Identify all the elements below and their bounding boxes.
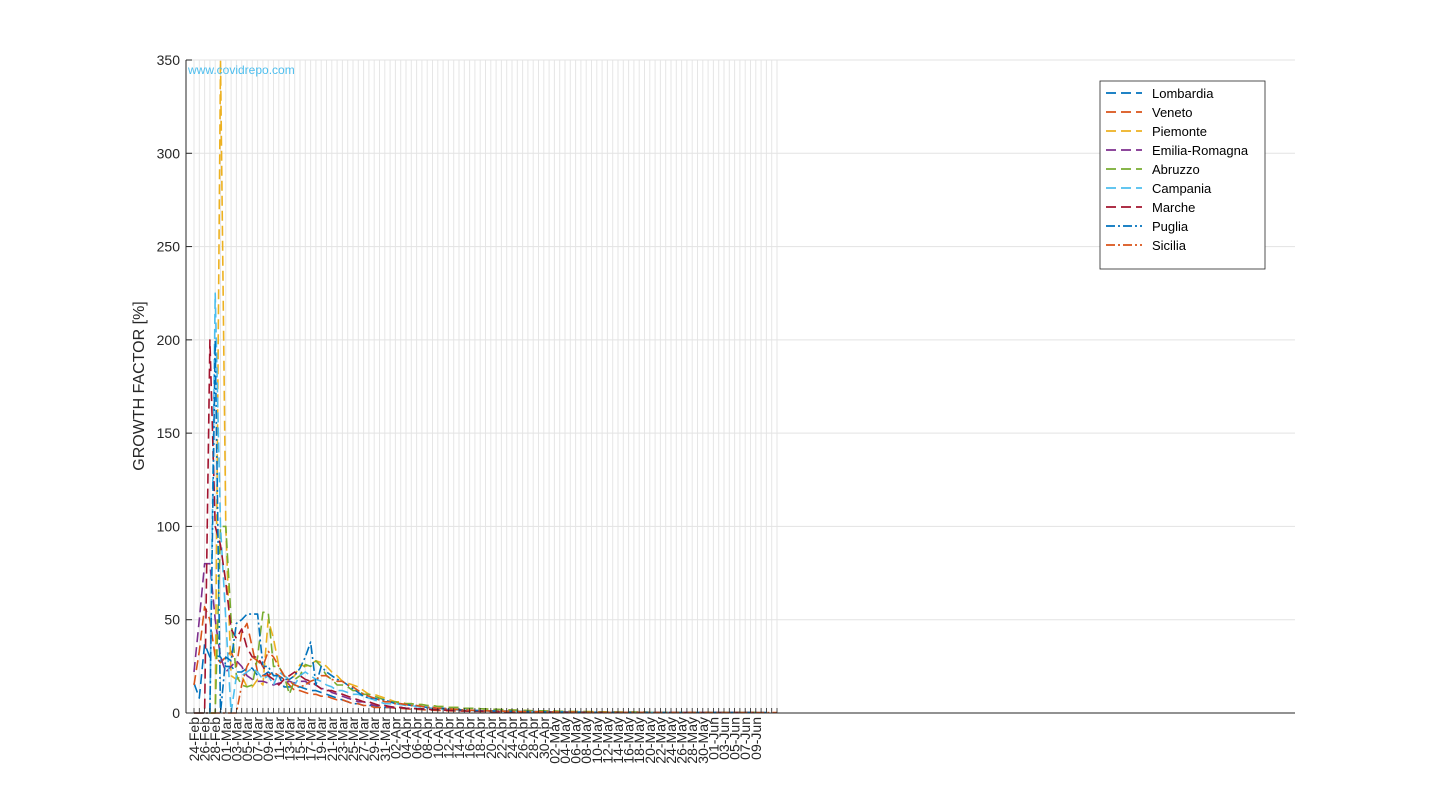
x-tick-label: 05-Jun [727,717,743,760]
x-tick-label: 28-Feb [207,717,223,762]
x-tick-label: 25-Mar [345,717,361,762]
axes: 05010015020025030035024-Feb26-Feb28-Feb0… [157,52,1295,764]
y-axis-title: GROWTH FACTOR [%] [131,301,148,470]
x-tick-label: 08-May [578,717,594,764]
x-tick-label: 14-May [610,717,626,764]
x-tick-label: 03-Mar [228,717,244,762]
legend-label: Veneto [1152,105,1193,120]
x-tick-label: 29-Mar [366,717,382,762]
x-tick-label: 19-Mar [313,717,329,762]
x-tick-label: 02-May [546,717,562,764]
legend-label: Lombardia [1152,86,1214,101]
x-tick-label: 30-May [695,717,711,764]
x-tick-label: 06-Apr [409,717,425,759]
y-tick-label: 200 [157,332,181,348]
y-tick-label: 300 [157,145,181,161]
x-tick-label: 31-Mar [377,717,393,762]
grid [186,59,1295,714]
x-tick-label: 08-Apr [419,717,435,759]
x-tick-label: 01-Jun [705,717,721,760]
x-tick-label: 26-Feb [197,717,213,762]
x-tick-label: 09-Jun [748,717,764,760]
x-tick-label: 05-Mar [239,717,255,762]
x-tick-label: 04-Apr [398,717,414,759]
x-tick-label: 13-Mar [281,717,297,762]
x-tick-label: 18-Apr [472,717,488,759]
x-tick-label: 27-Mar [356,717,372,762]
x-tick-label: 21-Mar [324,717,340,762]
x-tick-label: 28-May [684,717,700,764]
x-tick-label: 22-May [652,717,668,764]
x-tick-label: 12-Apr [440,717,456,759]
x-tick-label: 10-Apr [430,717,446,759]
x-tick-label: 15-Mar [292,717,308,762]
x-tick-label: 20-Apr [483,717,499,759]
legend-label: Sicilia [1152,238,1187,253]
x-tick-label: 24-Apr [504,717,520,759]
x-tick-label: 11-Mar [271,717,287,761]
legend-label: Campania [1152,181,1212,196]
x-tick-label: 24-May [663,717,679,764]
y-tick-label: 250 [157,239,181,255]
x-tick-label: 16-May [621,717,637,764]
x-tick-label: 04-May [557,717,573,764]
x-tick-label: 22-Apr [493,717,509,759]
legend-label: Marche [1152,200,1195,215]
x-tick-label: 26-May [674,717,690,764]
x-tick-label: 01-Mar [218,717,234,762]
x-tick-label: 02-Apr [387,717,403,759]
y-tick-label: 0 [172,705,180,721]
x-tick-label: 07-Mar [250,717,266,762]
x-tick-label: 30-Apr [536,717,552,759]
y-tick-label: 350 [157,52,181,68]
watermark-text: www.covidrepo.com [187,63,295,77]
y-tick-label: 50 [164,612,180,628]
x-tick-label: 18-May [631,717,647,764]
x-tick-label: 28-Apr [525,717,541,759]
legend-label: Piemonte [1152,124,1207,139]
x-tick-label: 09-Mar [260,717,276,762]
x-tick-label: 16-Apr [462,717,478,759]
legend-label: Puglia [1152,219,1189,234]
x-tick-label: 12-May [599,717,615,764]
x-tick-label: 03-Jun [716,717,732,760]
x-tick-label: 14-Apr [451,717,467,759]
y-tick-label: 150 [157,425,181,441]
x-tick-label: 24-Feb [186,717,202,762]
x-tick-label: 06-May [568,717,584,764]
legend-label: Emilia-Romagna [1152,143,1249,158]
x-tick-label: 26-Apr [515,717,531,759]
x-tick-label: 07-Jun [737,717,753,760]
x-tick-label: 20-May [642,717,658,764]
x-tick-label: 17-Mar [303,717,319,762]
x-tick-label: 10-May [589,717,605,764]
legend-label: Abruzzo [1152,162,1200,177]
x-tick-label: 23-Mar [334,717,350,762]
legend: Lombardia Veneto Piemonte Emilia-Romagna Abr… [1099,80,1266,270]
y-tick-label: 100 [157,518,181,534]
